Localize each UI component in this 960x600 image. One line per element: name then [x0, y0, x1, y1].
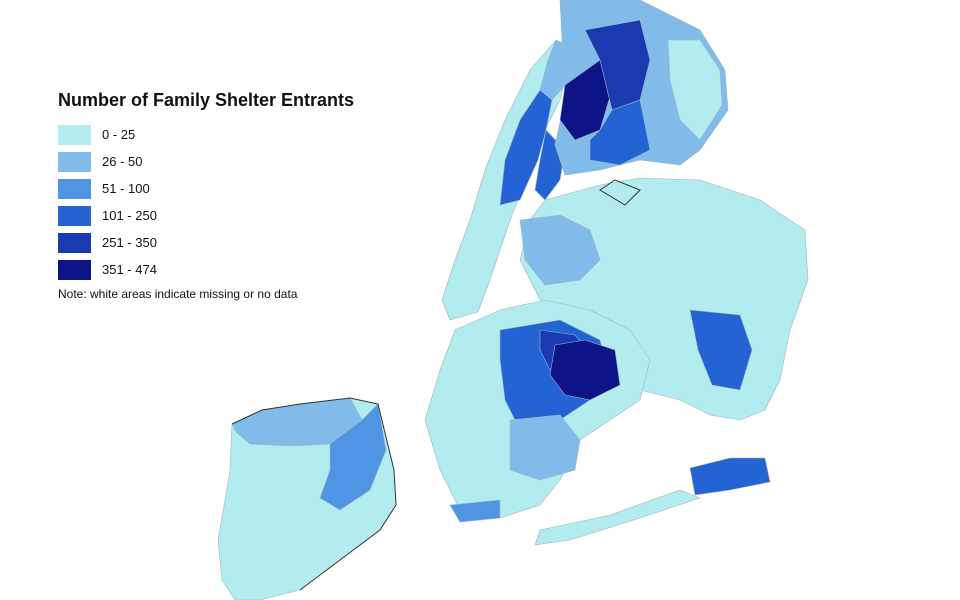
legend-label: 26 - 50: [102, 154, 143, 169]
legend-label: 101 - 250: [102, 208, 157, 223]
legend-item: 26 - 50: [58, 148, 354, 175]
legend-swatch: [58, 205, 91, 226]
legend-item: 251 - 350: [58, 229, 354, 256]
legend-label: 351 - 474: [102, 262, 157, 277]
legend-title: Number of Family Shelter Entrants: [58, 90, 355, 110]
legend-swatch: [58, 124, 91, 145]
harlem: [499, 89, 553, 206]
legend-note: Note: white areas indicate missing or no…: [58, 287, 298, 301]
legend-label: 251 - 350: [102, 235, 157, 250]
legend-item: 351 - 474: [58, 256, 354, 283]
legend-swatch: [58, 259, 91, 280]
queens-jamaica: [689, 309, 753, 391]
bronx-east: [667, 39, 723, 141]
legend-item: 51 - 100: [58, 175, 354, 202]
staten-island-stapleton: [319, 403, 387, 511]
map-legend: Number of Family Shelter Entrants 0 - 25…: [58, 90, 354, 301]
queens-west: [519, 214, 601, 286]
legend-swatch: [58, 232, 91, 253]
brooklyn-flatbush: [509, 414, 581, 481]
legend-label: 51 - 100: [102, 181, 150, 196]
legend-swatch: [58, 178, 91, 199]
rockaway-west: [534, 489, 701, 546]
legend-swatch: [58, 151, 91, 172]
legend-label: 0 - 25: [102, 127, 136, 142]
legend-item: 101 - 250: [58, 202, 354, 229]
bronx-south: [589, 99, 651, 166]
brooklyn-coney-island: [449, 499, 501, 523]
legend-item: 0 - 25: [58, 121, 354, 148]
rockaway: [689, 457, 771, 496]
brooklyn-brownsville: [549, 339, 621, 401]
